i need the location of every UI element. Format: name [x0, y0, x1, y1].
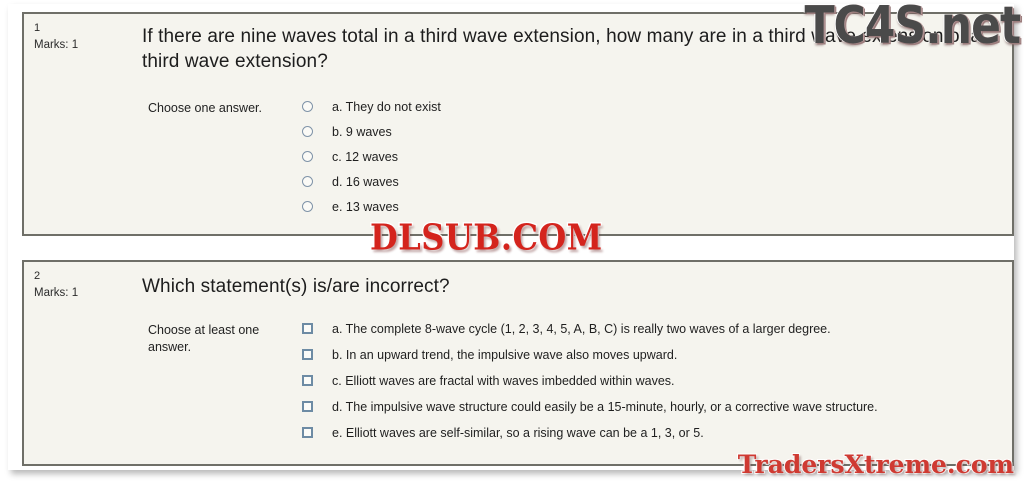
- question-2-options: a. The complete 8-wave cycle (1, 2, 3, 4…: [302, 320, 996, 450]
- checkbox-icon: [302, 349, 313, 360]
- checkbox-icon: [302, 323, 313, 334]
- option-row[interactable]: b. In an upward trend, the impulsive wav…: [302, 346, 996, 372]
- option-label: b. In an upward trend, the impulsive wav…: [332, 348, 678, 362]
- question-panel-1: 1 Marks: 1 If there are nine waves total…: [22, 12, 1014, 236]
- checkbox-icon: [302, 427, 313, 438]
- option-row[interactable]: c. Elliott waves are fractal with waves …: [302, 372, 996, 398]
- option-row[interactable]: c. 12 waves: [302, 148, 996, 173]
- radio-button-c[interactable]: [302, 148, 332, 162]
- option-label: e. Elliott waves are self-similar, so a …: [332, 426, 704, 440]
- question-1-options: a. They do not exist b. 9 waves c. 12 wa…: [302, 98, 996, 223]
- checkbox-a[interactable]: [302, 320, 332, 334]
- quiz-page-body: 1 Marks: 1 If there are nine waves total…: [8, 4, 1014, 470]
- option-row[interactable]: a. They do not exist: [302, 98, 996, 123]
- question-1-stem: If there are nine waves total in a third…: [142, 26, 982, 72]
- question-1-number: 1: [34, 22, 41, 34]
- option-label: e. 13 waves: [332, 200, 399, 214]
- radio-button-b[interactable]: [302, 123, 332, 137]
- option-label: d. The impulsive wave structure could ea…: [332, 400, 878, 414]
- option-row[interactable]: b. 9 waves: [302, 123, 996, 148]
- checkbox-icon: [302, 375, 313, 386]
- option-row[interactable]: e. 13 waves: [302, 198, 996, 223]
- option-label: d. 16 waves: [332, 175, 399, 189]
- option-row[interactable]: d. The impulsive wave structure could ea…: [302, 398, 996, 424]
- question-2-number: 2: [34, 270, 41, 282]
- option-row[interactable]: e. Elliott waves are self-similar, so a …: [302, 424, 996, 450]
- radio-icon: [302, 151, 313, 162]
- radio-icon: [302, 201, 313, 212]
- question-2-instruction: Choose at least one answer.: [148, 323, 260, 354]
- option-label: a. The complete 8-wave cycle (1, 2, 3, 4…: [332, 322, 831, 336]
- radio-button-d[interactable]: [302, 173, 332, 187]
- checkbox-d[interactable]: [302, 398, 332, 412]
- option-label: c. Elliott waves are fractal with waves …: [332, 374, 675, 388]
- option-row[interactable]: d. 16 waves: [302, 173, 996, 198]
- radio-icon: [302, 176, 313, 187]
- checkbox-icon: [302, 401, 313, 412]
- radio-button-a[interactable]: [302, 98, 332, 112]
- question-2-stem: Which statement(s) is/are incorrect?: [142, 276, 450, 297]
- radio-icon: [302, 101, 313, 112]
- question-2-meta: 2 Marks: 1: [34, 268, 130, 302]
- radio-icon: [302, 126, 313, 137]
- question-1-marks: Marks: 1: [34, 39, 79, 51]
- option-label: a. They do not exist: [332, 100, 441, 114]
- checkbox-b[interactable]: [302, 346, 332, 360]
- option-label: b. 9 waves: [332, 125, 392, 139]
- question-1-instruction: Choose one answer.: [148, 101, 262, 115]
- question-2-marks: Marks: 1: [34, 287, 79, 299]
- option-row[interactable]: a. The complete 8-wave cycle (1, 2, 3, 4…: [302, 320, 996, 346]
- radio-button-e[interactable]: [302, 198, 332, 212]
- checkbox-c[interactable]: [302, 372, 332, 386]
- question-1-meta: 1 Marks: 1: [34, 20, 130, 54]
- question-panel-2: 2 Marks: 1 Which statement(s) is/are inc…: [22, 260, 1014, 466]
- checkbox-e[interactable]: [302, 424, 332, 438]
- option-label: c. 12 waves: [332, 150, 399, 164]
